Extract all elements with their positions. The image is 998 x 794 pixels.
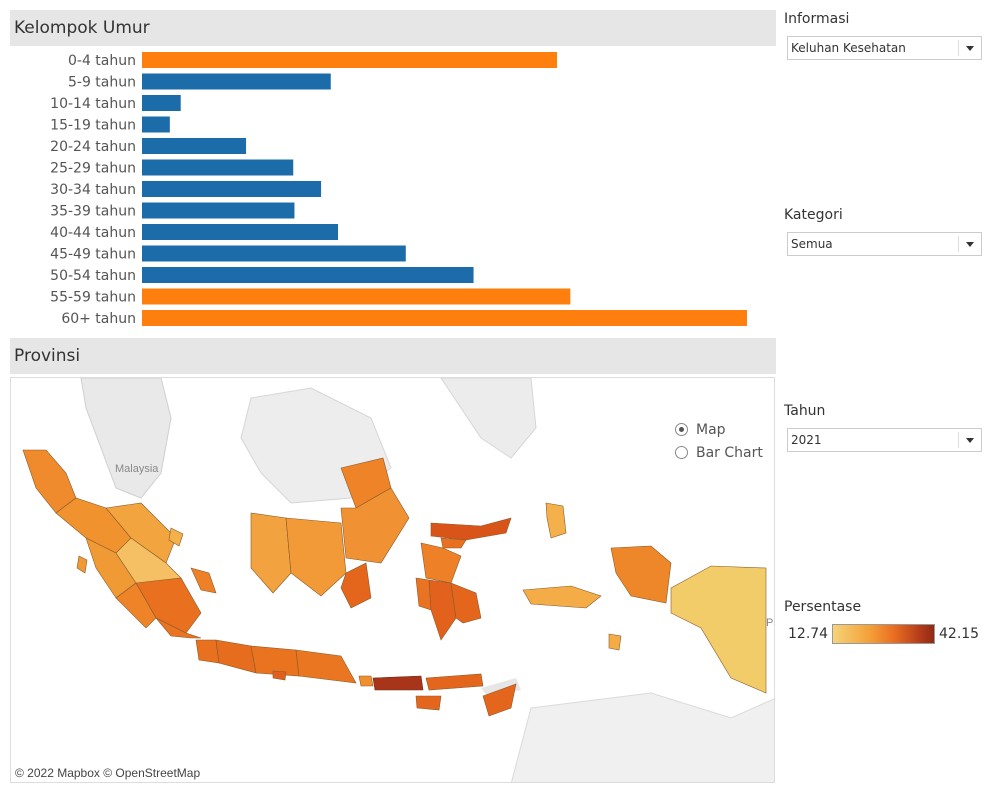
province-nias: [76, 555, 88, 574]
bar-category-label: 10-14 tahun: [50, 96, 136, 112]
radio-unchecked-icon[interactable]: [675, 446, 688, 459]
province-papua: [670, 565, 767, 694]
age-bar[interactable]: [142, 267, 474, 283]
kategori-dropdown[interactable]: Semua: [787, 232, 982, 256]
province-sulawesi-tengah: [420, 542, 462, 584]
filter-title-tahun: Tahun: [784, 403, 826, 419]
province-bangka-belitung: [190, 567, 217, 594]
legend-color-ramp: [832, 624, 935, 644]
map-attribution[interactable]: © 2022 Mapbox © OpenStreetMap: [15, 766, 201, 780]
malaysia-land-shape: [80, 378, 172, 499]
province-maluku-utara: [545, 502, 567, 539]
age-bar[interactable]: [142, 116, 170, 133]
bar-category-label: 35-39 tahun: [50, 204, 136, 220]
bar-category-label: 45-49 tahun: [50, 247, 136, 263]
province-map[interactable]: Malaysia Pa: [10, 377, 775, 783]
legend-title: Persentase: [784, 599, 862, 615]
filter-title-informasi: Informasi: [784, 11, 850, 27]
province-ntb: [372, 675, 424, 691]
philippines-land-shape: [440, 378, 537, 459]
province-ntt-sumba: [415, 695, 442, 711]
legend-min-value: 12.74: [788, 626, 829, 642]
age-bar[interactable]: [142, 310, 747, 326]
dropdown-value: 2021: [791, 433, 822, 447]
age-bar[interactable]: [142, 181, 322, 197]
bar-category-label: 0-4 tahun: [68, 53, 136, 69]
view-option-label: Bar Chart: [696, 444, 763, 461]
basemap-label-pa: Pa: [766, 617, 775, 629]
bar-category-label: 25-29 tahun: [50, 161, 136, 177]
age-group-bar-chart: 0-4 tahun 5-9 tahun 10-14 tahun 15-19 tahun…: [50, 52, 747, 327]
bar-category-label: 55-59 tahun: [50, 290, 136, 306]
province-kalimantan-timur: [340, 487, 410, 564]
province-bali: [358, 675, 374, 687]
province-kalimantan-selatan: [340, 562, 372, 609]
view-option-label: Map: [696, 421, 726, 438]
basemap-label-malaysia: Malaysia: [115, 463, 159, 475]
bar-category-label: 50-54 tahun: [50, 268, 136, 284]
province-sulawesi-utara: [430, 517, 512, 541]
province-maluku: [522, 585, 602, 609]
province-maluku-tenggara: [608, 633, 622, 651]
province-sulawesi-selatan: [428, 579, 457, 641]
bar-category-label: 40-44 tahun: [50, 225, 136, 241]
view-option-map[interactable]: Map: [675, 418, 763, 441]
province-banten: [195, 639, 220, 664]
radio-checked-icon[interactable]: [675, 423, 688, 436]
province-gorontalo: [440, 537, 467, 549]
province-riau: [105, 502, 177, 564]
age-bar[interactable]: [142, 245, 406, 262]
province-sulawesi-barat: [415, 577, 432, 611]
province-kalimantan-tengah: [285, 517, 347, 597]
province-di-yogyakarta: [272, 670, 287, 681]
bar-category-label: 5-9 tahun: [68, 75, 136, 91]
view-option-bar-chart[interactable]: Bar Chart: [675, 441, 763, 464]
dropdown-divider: [958, 236, 959, 252]
dropdown-value: Keluhan Kesehatan: [791, 41, 906, 55]
dropdown-value: Semua: [791, 237, 833, 251]
filter-title-kategori: Kategori: [784, 207, 843, 223]
province-lampung: [155, 617, 202, 639]
age-bar[interactable]: [142, 73, 331, 90]
province-jawa-barat: [215, 639, 257, 674]
bar-category-label: 20-24 tahun: [50, 139, 136, 155]
age-bar[interactable]: [142, 224, 339, 240]
age-group-header: Kelompok Umur: [10, 10, 776, 46]
age-bar[interactable]: [142, 288, 571, 305]
chevron-down-icon[interactable]: [959, 233, 981, 255]
bar-category-label: 15-19 tahun: [50, 118, 136, 134]
age-bar[interactable]: [142, 95, 181, 111]
province-jawa-timur: [295, 649, 357, 684]
tahun-dropdown[interactable]: 2021: [787, 428, 982, 452]
province-ntt-timor: [482, 683, 517, 717]
age-bar[interactable]: [142, 52, 558, 68]
dropdown-divider: [958, 40, 959, 56]
province-aceh: [22, 449, 77, 514]
bar-category-label: 60+ tahun: [61, 311, 136, 327]
dropdown-divider: [958, 432, 959, 448]
age-bar[interactable]: [142, 202, 295, 219]
age-bar[interactable]: [142, 159, 294, 176]
informasi-dropdown[interactable]: Keluhan Kesehatan: [787, 36, 982, 60]
province-kep-riau: [168, 527, 184, 547]
chevron-down-icon[interactable]: [959, 429, 981, 451]
province-sulawesi-tenggara: [450, 582, 482, 624]
province-papua-barat: [610, 545, 672, 604]
australia-land-shape: [511, 692, 774, 782]
legend-max-value: 42.15: [939, 626, 980, 642]
indonesia-map-svg: Malaysia Pa: [22, 378, 775, 782]
view-toggle[interactable]: Map Bar Chart: [675, 418, 763, 464]
chevron-down-icon[interactable]: [959, 37, 981, 59]
age-bar[interactable]: [142, 138, 247, 154]
bar-category-label: 30-34 tahun: [50, 182, 136, 198]
province-header: Provinsi: [10, 338, 776, 374]
province-ntt: [425, 673, 484, 691]
province-kalimantan-barat: [250, 512, 292, 594]
